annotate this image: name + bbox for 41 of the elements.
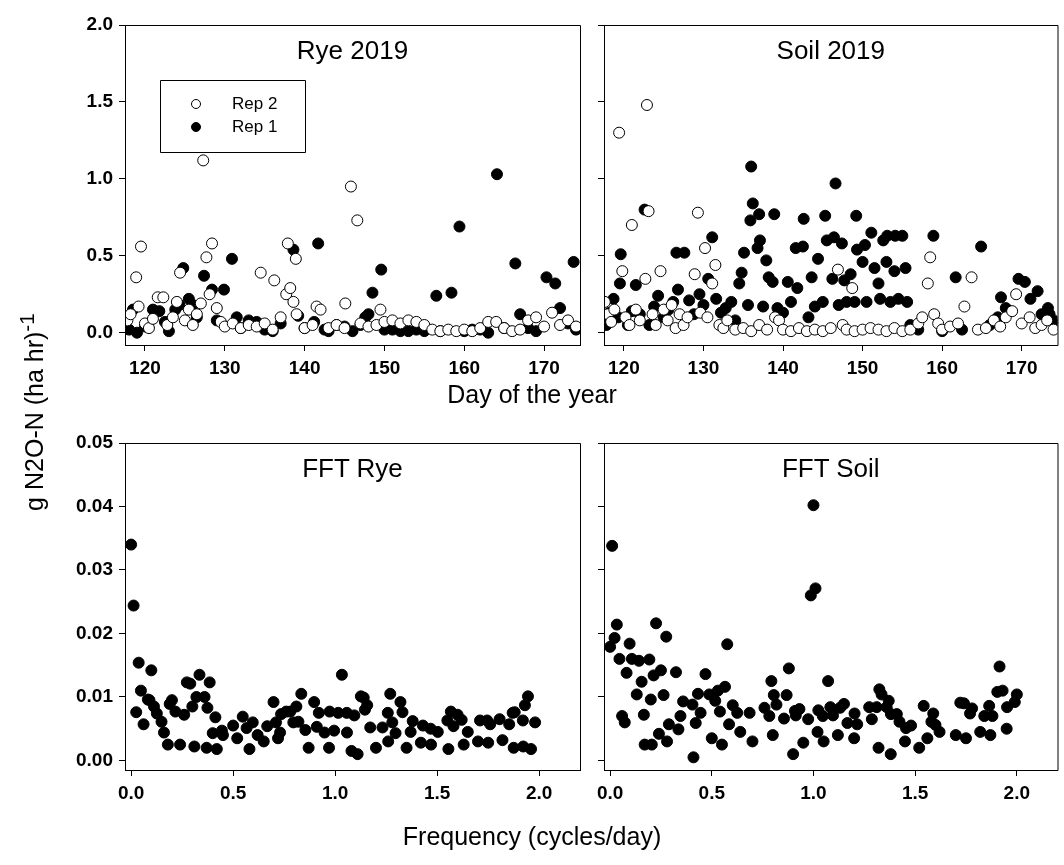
x-tick-label: 130 (208, 356, 241, 378)
x-tick-label: 2.0 (525, 781, 553, 803)
x-tick-label: 170 (528, 356, 560, 378)
x-tick-label: 0.0 (596, 781, 624, 803)
x-tick-label: 140 (767, 356, 799, 378)
y-tick-label: 2.0 (86, 13, 113, 35)
x-tick-label: 120 (129, 356, 161, 378)
y-tick-label: 0.0 (86, 320, 113, 342)
x-tick-label: 1.5 (423, 781, 451, 803)
x-tick-label: 160 (448, 356, 481, 378)
x-tick-label: 150 (368, 356, 401, 378)
y-tick-label: 0.5 (86, 244, 114, 265)
y-tick-label: 1.5 (86, 90, 114, 112)
x-tick-label: 150 (846, 356, 879, 378)
x-axis-title: Frequency (cycles/day) (401, 822, 663, 851)
y-tick-label: 0.00 (76, 748, 113, 770)
x-tick-label: 140 (288, 356, 321, 378)
chart-title: Soil 2019 (776, 35, 885, 66)
x-tick-label: 1.0 (321, 781, 349, 803)
x-tick-label: 160 (926, 356, 958, 378)
x-tick-label: 130 (687, 356, 720, 378)
y-tick-label: 0.05 (76, 431, 114, 453)
x-axis-title: Day of the year (447, 380, 617, 408)
x-tick-label: 170 (1005, 356, 1038, 378)
x-tick-label: 120 (608, 356, 640, 378)
x-tick-label: 1.5 (901, 781, 929, 803)
x-tick-label: 0.0 (117, 781, 145, 803)
x-tick-label: 1.0 (800, 781, 827, 803)
y-tick-label: 1.0 (86, 167, 113, 189)
chart-title: FFT Soil (781, 453, 880, 484)
chart-title: Rye 2019 (296, 35, 409, 66)
x-tick-label: 0.5 (219, 781, 247, 803)
x-tick-label: 0.5 (698, 781, 726, 803)
legend-label: Rep 1 (232, 116, 278, 136)
y-tick-label: 0.04 (76, 494, 114, 516)
y-tick-label: 0.03 (76, 558, 113, 580)
chart-title: FFT Rye (302, 453, 403, 484)
legend-label: Rep 2 (232, 93, 278, 113)
y-tick-label: 0.01 (76, 685, 114, 707)
y-tick-label: 0.02 (76, 621, 113, 643)
x-tick-label: 2.0 (1003, 781, 1031, 803)
